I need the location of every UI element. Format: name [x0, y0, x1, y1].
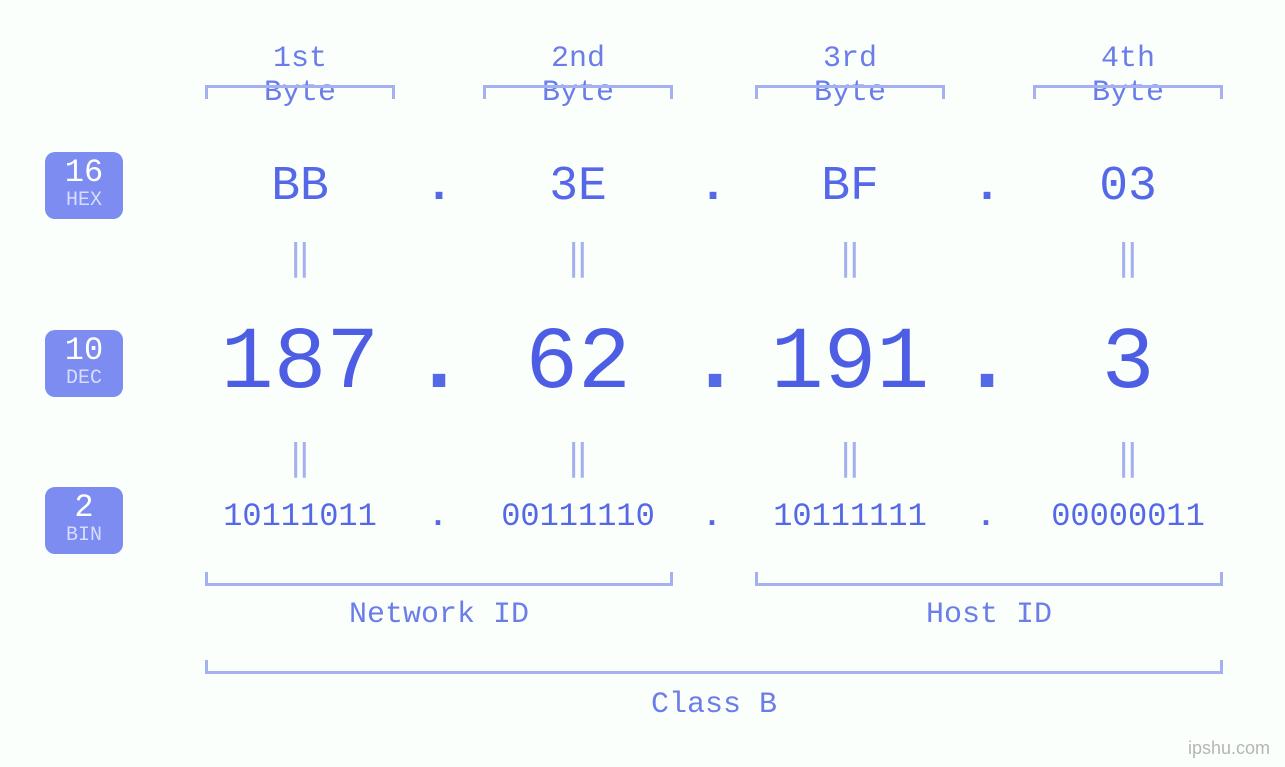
- dec-value-3: 191: [750, 315, 950, 414]
- bin-dot-3: .: [966, 498, 1006, 535]
- host-id-label: Host ID: [889, 598, 1089, 632]
- byte-header-4: 4th Byte: [1056, 42, 1200, 110]
- dec-badge: 10 DEC: [45, 330, 123, 397]
- eq-dec-bin-1: ‖: [275, 437, 325, 480]
- bracket-byte-3: [755, 85, 945, 99]
- hex-value-3: BF: [800, 160, 900, 214]
- eq-dec-bin-2: ‖: [553, 437, 603, 480]
- dec-dot-3: .: [948, 315, 1026, 414]
- dec-value-4: 3: [1028, 315, 1228, 414]
- bin-base-number: 2: [45, 492, 123, 524]
- dec-dot-2: .: [676, 315, 754, 414]
- eq-hex-dec-3: ‖: [825, 237, 875, 280]
- hex-dot-2: .: [688, 160, 738, 214]
- hex-value-1: BB: [250, 160, 350, 214]
- bin-value-3: 10111111: [740, 498, 960, 535]
- hex-badge: 16 HEX: [45, 152, 123, 219]
- hex-base-number: 16: [45, 157, 123, 189]
- dec-dot-1: .: [400, 315, 478, 414]
- bin-value-2: 00111110: [468, 498, 688, 535]
- byte-header-2: 2nd Byte: [506, 42, 650, 110]
- watermark: ipshu.com: [1188, 738, 1270, 759]
- bin-value-4: 00000011: [1018, 498, 1238, 535]
- bin-base-label: BIN: [45, 524, 123, 548]
- eq-hex-dec-1: ‖: [275, 237, 325, 280]
- bracket-byte-1: [205, 85, 395, 99]
- dec-value-2: 62: [478, 315, 678, 414]
- bracket-class: [205, 660, 1223, 674]
- dec-base-label: DEC: [45, 367, 123, 391]
- eq-hex-dec-2: ‖: [553, 237, 603, 280]
- bracket-byte-4: [1033, 85, 1223, 99]
- dec-value-1: 187: [200, 315, 400, 414]
- bin-badge: 2 BIN: [45, 487, 123, 554]
- bin-dot-1: .: [418, 498, 458, 535]
- hex-base-label: HEX: [45, 189, 123, 213]
- bracket-byte-2: [483, 85, 673, 99]
- byte-header-1: 1st Byte: [228, 42, 372, 110]
- eq-hex-dec-4: ‖: [1103, 237, 1153, 280]
- bin-dot-2: .: [692, 498, 732, 535]
- bracket-network-id: [205, 572, 673, 586]
- dec-base-number: 10: [45, 335, 123, 367]
- hex-dot-3: .: [962, 160, 1012, 214]
- hex-value-2: 3E: [528, 160, 628, 214]
- byte-header-3: 3rd Byte: [778, 42, 922, 110]
- network-id-label: Network ID: [339, 598, 539, 632]
- eq-dec-bin-4: ‖: [1103, 437, 1153, 480]
- eq-dec-bin-3: ‖: [825, 437, 875, 480]
- bracket-host-id: [755, 572, 1223, 586]
- bin-value-1: 10111011: [190, 498, 410, 535]
- hex-value-4: 03: [1078, 160, 1178, 214]
- hex-dot-1: .: [414, 160, 464, 214]
- class-label: Class B: [614, 688, 814, 722]
